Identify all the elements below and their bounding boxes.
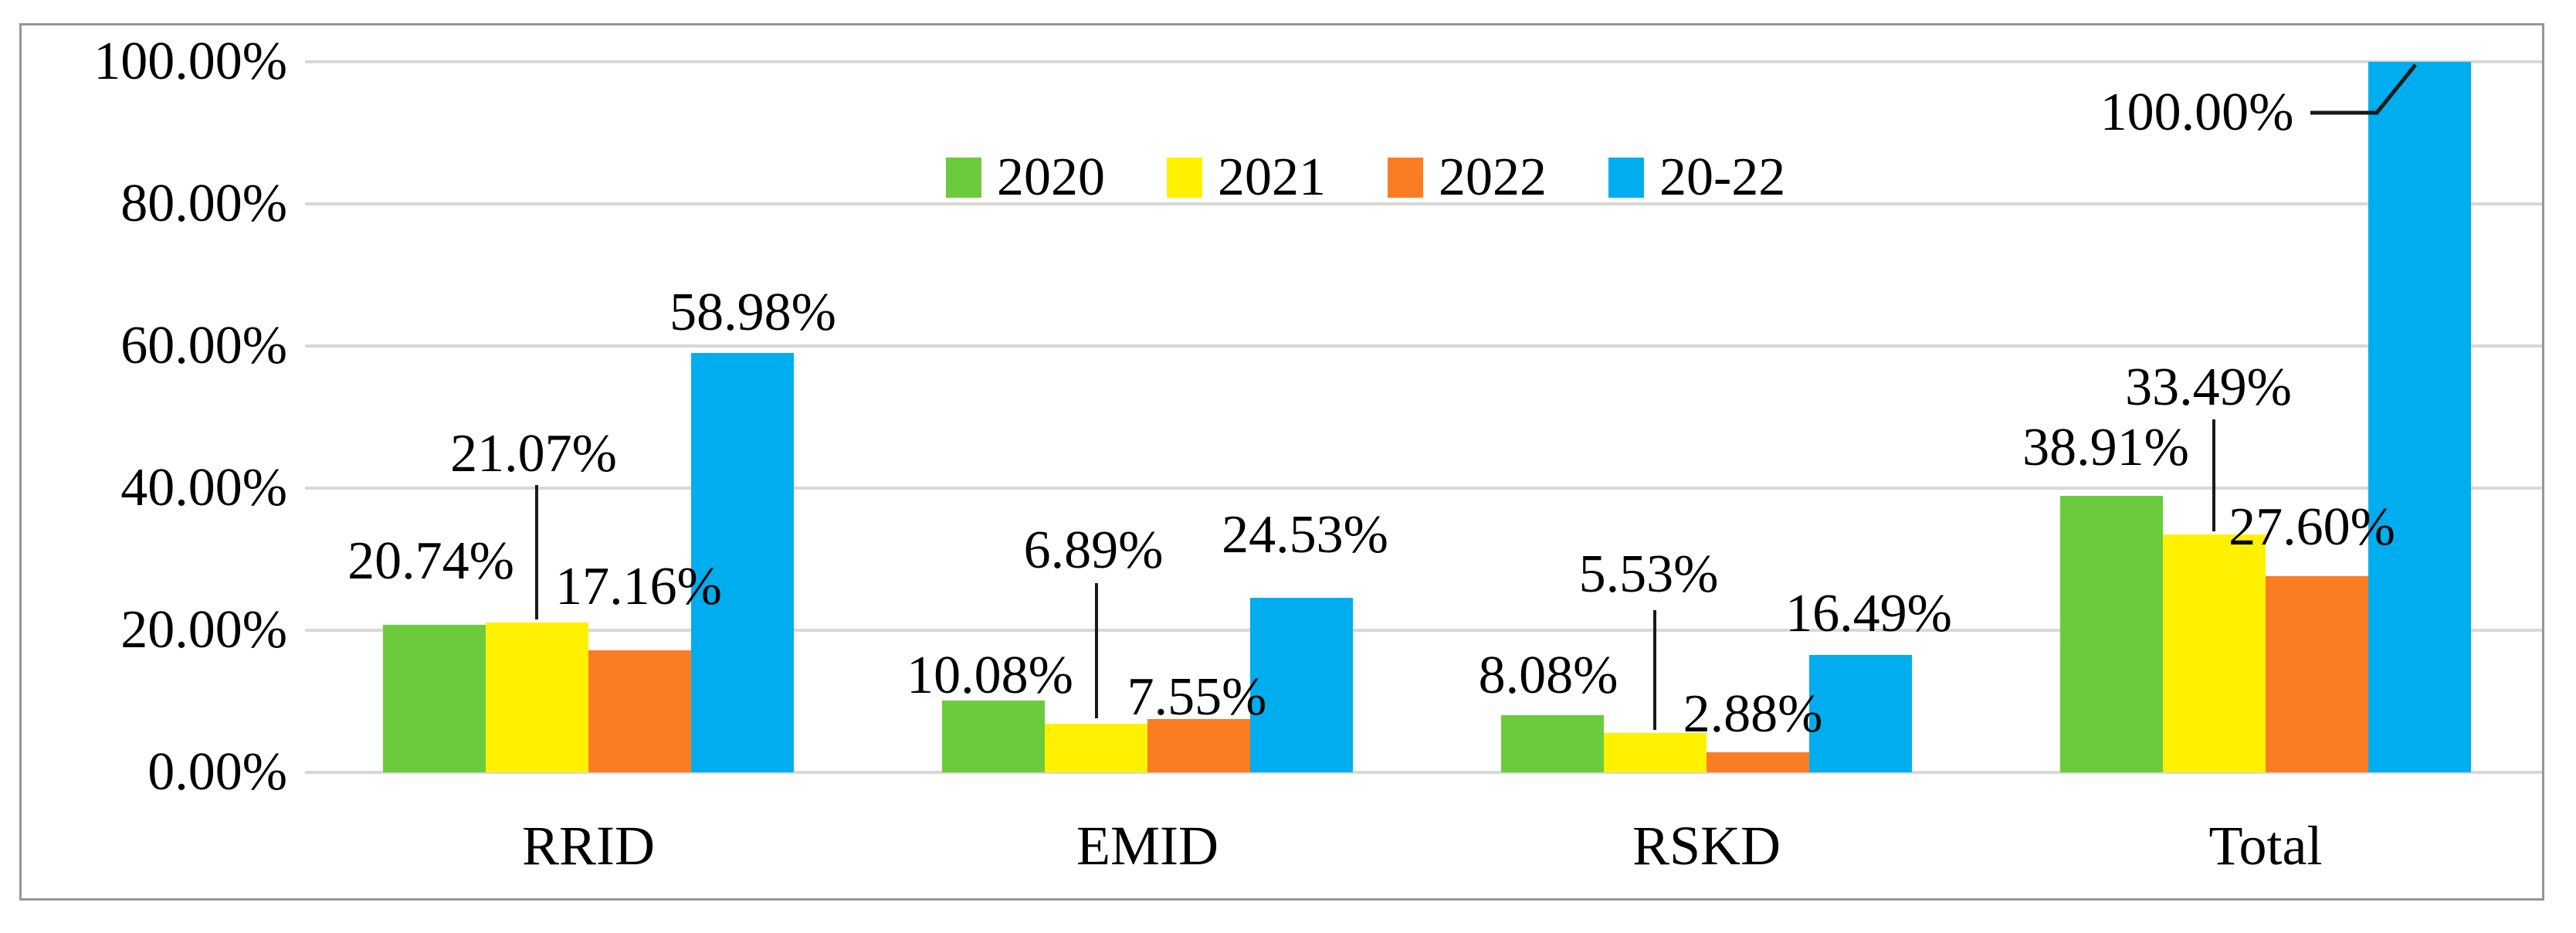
bar-2022-RSKD: [1707, 751, 1809, 772]
bar-20-22-RSKD: [1809, 655, 1912, 772]
bar-2020-EMID: [942, 701, 1045, 772]
y-tick-label-80: 80.00%: [120, 174, 287, 233]
gridline-100: [305, 60, 2542, 63]
data-label-2022-RSKD: 2.88%: [1683, 684, 1823, 744]
data-label-20-22-RSKD: 16.49%: [1785, 584, 1952, 643]
data-label-2021-EMID: 6.89%: [1023, 521, 1164, 580]
bar-2020-RSKD: [1501, 714, 1604, 772]
y-tick-label-40: 40.00%: [120, 458, 287, 517]
gridline-60: [305, 344, 2542, 348]
data-label-20-22-Total: 100.00%: [2100, 83, 2294, 142]
legend-swatch-icon-2021: [1167, 158, 1202, 198]
category-label-RSKD: RSKD: [1632, 815, 1781, 877]
legend-label-20-22: 20-22: [1659, 148, 1786, 207]
gridline-40: [305, 487, 2542, 490]
bar-2022-EMID: [1147, 718, 1250, 772]
bar-2020-RRID: [383, 625, 486, 772]
bar-2022-RRID: [588, 650, 691, 772]
data-label-2022-EMID: 7.55%: [1127, 667, 1267, 727]
legend-label-2020: 2020: [997, 148, 1105, 207]
bar-20-22-RRID: [691, 353, 794, 772]
data-label-2022-RRID: 17.16%: [555, 557, 722, 616]
legend-item-20-22: 20-22: [1608, 148, 1785, 207]
category-label-RRID: RRID: [521, 815, 656, 877]
gridline-20: [305, 629, 2542, 632]
legend-swatch-icon-2020: [946, 158, 981, 198]
legend-swatch-icon-20-22: [1608, 158, 1644, 198]
legend-label-2021: 2021: [1218, 148, 1326, 207]
data-label-2020-EMID: 10.08%: [907, 646, 1073, 705]
gridline-0: [305, 771, 2542, 774]
data-label-2020-RSKD: 8.08%: [1478, 646, 1618, 705]
y-tick-label-20: 20.00%: [120, 600, 287, 660]
y-tick-label-0: 0.00%: [147, 742, 287, 802]
data-label-2021-RRID: 21.07%: [450, 424, 617, 483]
data-label-2020-RRID: 20.74%: [347, 531, 514, 591]
legend-item-2021: 2021: [1167, 148, 1326, 207]
bar-20-22-EMID: [1250, 598, 1353, 772]
legend-swatch-icon-2022: [1388, 158, 1423, 198]
data-label-2022-Total: 27.60%: [2229, 497, 2395, 557]
bar-2021-Total: [2163, 534, 2266, 772]
data-label-2021-RSKD: 5.53%: [1578, 545, 1719, 604]
y-tick-label-100: 100.00%: [93, 32, 287, 91]
legend-item-2020: 2020: [946, 148, 1105, 207]
bar-2020-Total: [2060, 496, 2163, 772]
bar-2021-RSKD: [1604, 733, 1707, 772]
bar-2021-EMID: [1045, 723, 1147, 772]
chart-legend: 2020 2021 2022 20-22: [946, 148, 1785, 207]
category-label-EMID: EMID: [1076, 815, 1219, 877]
category-label-Total: Total: [2208, 815, 2323, 877]
data-label-2020-Total: 38.91%: [2022, 418, 2189, 477]
data-label-20-22-RRID: 58.98%: [669, 283, 836, 342]
legend-label-2022: 2022: [1439, 148, 1547, 207]
bar-20-22-Total: [2368, 62, 2471, 772]
legend-item-2022: 2022: [1388, 148, 1547, 207]
y-tick-label-60: 60.00%: [120, 316, 287, 375]
data-label-2021-Total: 33.49%: [2125, 358, 2292, 417]
bar-2021-RRID: [486, 623, 588, 772]
bar-2022-Total: [2266, 576, 2368, 772]
data-label-20-22-EMID: 24.53%: [1222, 505, 1388, 565]
gridline-80: [305, 202, 2542, 205]
